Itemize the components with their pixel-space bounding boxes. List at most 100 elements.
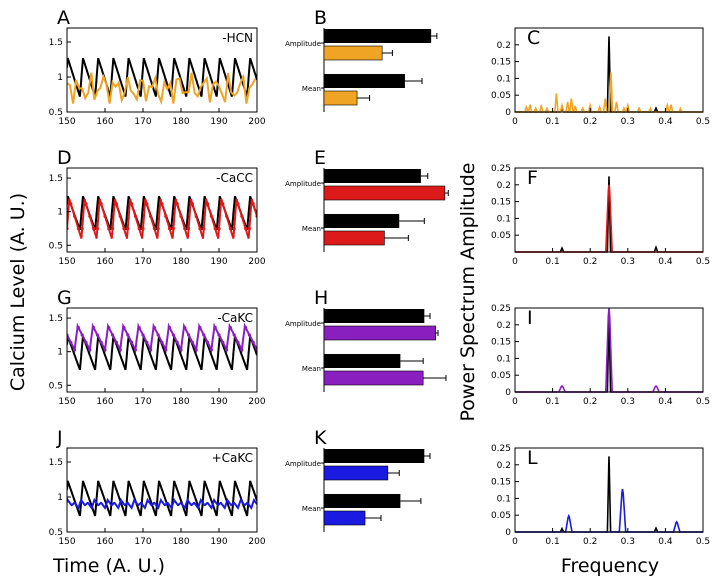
y-tick-label: 1.5: [49, 458, 63, 468]
y-tick-label: 0.05: [491, 231, 511, 241]
series-condition-point: [111, 227, 115, 231]
y-tick-label: 0.05: [491, 91, 511, 101]
series-condition-point: [141, 333, 145, 337]
series-condition-point: [228, 227, 232, 231]
x-tick-label: 0.1: [545, 117, 559, 127]
x-tick-label: 0.4: [658, 397, 673, 407]
plot-frame: [66, 167, 258, 253]
series-condition-point: [209, 348, 213, 352]
x-tick-label: 160: [96, 537, 113, 547]
series-condition-point: [251, 202, 255, 206]
series-condition-point: [99, 340, 103, 344]
series-condition-point: [130, 340, 134, 344]
series-condition-point: [137, 326, 141, 330]
plot-frame: [514, 27, 704, 113]
bar-group-label: Mean: [302, 85, 321, 93]
panel-letter-G: G: [57, 287, 72, 309]
spectrum-control-line: [515, 176, 703, 253]
x-tick-label: 0.2: [583, 117, 597, 127]
series-condition-point: [69, 202, 73, 206]
x-tick-label: 170: [134, 257, 151, 267]
series-condition-point: [145, 202, 149, 206]
y-tick-label: 0: [505, 108, 511, 118]
series-condition-point: [179, 214, 183, 218]
x-label-left: Time (A. U.): [52, 555, 165, 577]
y-tick-label: 0.2: [497, 41, 511, 51]
series-condition-point: [232, 333, 236, 337]
spectrum-panel-C: C 0 0.1 0.2 0.3 0.4 0.5 0 0.05 0.1 0.15 0.2: [491, 27, 710, 127]
series-condition-point: [183, 227, 187, 231]
bar-group-label: Mean: [302, 225, 321, 233]
x-tick-label: 190: [210, 537, 227, 547]
spectrum-control-line: [515, 456, 703, 533]
series-condition-point: [247, 333, 251, 337]
series-condition-point: [217, 333, 221, 337]
series-condition-point: [88, 348, 92, 352]
panel-letter-F: F: [527, 167, 538, 189]
series-condition-point: [198, 227, 202, 231]
x-tick-label: 160: [96, 117, 113, 127]
x-tick-label: 150: [58, 257, 75, 267]
plot-frame: [514, 167, 704, 253]
series-condition-point: [122, 227, 126, 231]
y-tick-label: 0.05: [491, 371, 511, 381]
series-condition-point: [206, 202, 210, 206]
condition-annotation: +CaKC: [212, 451, 253, 465]
x-tick-label: 180: [172, 397, 189, 407]
series-condition-point: [122, 326, 126, 330]
bar-control-mean: [324, 74, 405, 88]
plot-frame: [514, 447, 704, 533]
series-condition-point: [160, 340, 164, 344]
row-cakc_plus: J 150 160 170 180 190 200 0.5 1 1.5 +CaKC K Amplitud…: [49, 427, 710, 547]
series-condition-point: [194, 348, 198, 352]
bar-panel-E: E Amplitude Mean: [285, 147, 449, 252]
bar-group-label: Amplitude: [285, 320, 321, 328]
series-condition-point: [84, 202, 88, 206]
row-cacc: D 150 160 170 180 190 200 0.5 1 1.5 -CaCC E Amplitud…: [49, 147, 710, 267]
series-condition-point: [118, 348, 122, 352]
series-condition-point: [221, 202, 225, 206]
y-tick-label: 0.5: [49, 108, 63, 118]
panel-letter-A: A: [57, 7, 70, 29]
series-condition-point: [156, 227, 160, 231]
series-condition-point: [114, 340, 118, 344]
x-tick-label: 0: [512, 397, 518, 407]
bar-condition-mean: [323, 230, 385, 246]
bar-control-mean: [324, 354, 401, 368]
bar-condition-mean: [323, 370, 424, 386]
series-condition-point: [103, 348, 107, 352]
series-condition-point: [92, 227, 96, 231]
bar-control-amplitude: [324, 169, 421, 183]
x-tick-label: 0.5: [696, 397, 710, 407]
series-condition-point: [114, 202, 118, 206]
condition-annotation: -CaKC: [217, 311, 253, 325]
series-condition-line: [67, 72, 257, 106]
series-condition-point: [145, 340, 149, 344]
x-tick-label: 190: [210, 397, 227, 407]
series-condition-point: [221, 340, 225, 344]
panel-letter-B: B: [314, 7, 327, 29]
plot-frame: [514, 307, 704, 393]
x-tick-label: 170: [134, 397, 151, 407]
series-condition-point: [164, 214, 168, 218]
x-tick-label: 0.3: [621, 537, 635, 547]
series-condition-point: [149, 348, 153, 352]
y-tick-label: 0.1: [497, 74, 511, 84]
series-condition-point: [251, 340, 255, 344]
y-tick-label: 0.25: [491, 304, 511, 314]
bar-control-mean: [324, 214, 400, 228]
series-condition-point: [133, 348, 137, 352]
x-tick-label: 150: [58, 117, 75, 127]
y-tick-label: 0.2: [497, 461, 511, 471]
series-condition-point: [228, 326, 232, 330]
time-panel-A: A 150 160 170 180 190 200 0.5 1 1.5 -HCN: [49, 7, 266, 127]
y-tick-label: 0.25: [491, 444, 511, 454]
series-condition-point: [152, 326, 156, 330]
x-tick-label: 160: [96, 257, 113, 267]
bar-group-label: Amplitude: [285, 460, 321, 468]
series-condition-point: [240, 214, 244, 218]
series-condition-point: [225, 348, 229, 352]
y-tick-label: 0: [505, 528, 511, 538]
series-condition-point: [198, 326, 202, 330]
